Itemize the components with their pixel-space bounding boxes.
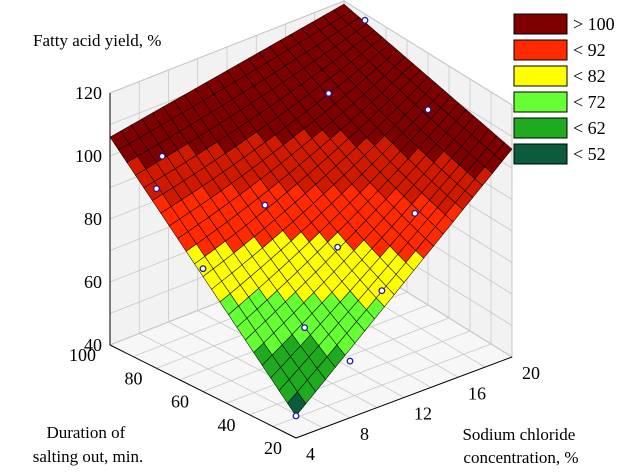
x-axis-line [295, 356, 513, 439]
observed-point [424, 106, 432, 114]
surface-cell [109, 130, 130, 151]
legend-swatch [513, 143, 568, 165]
observed-point [158, 152, 166, 160]
legend-label: < 92 [573, 40, 606, 60]
y-tick-label: 80 [125, 368, 143, 388]
z-axis-title: Fatty acid yield, % [33, 31, 161, 50]
observed-point [361, 16, 369, 24]
observed-point [378, 287, 386, 295]
y-axis-title: Duration of salting out, min. [33, 423, 144, 466]
legend-swatch [513, 91, 568, 113]
legend-swatch [513, 65, 568, 87]
observed-point [292, 412, 300, 420]
tick-labels: 40 60 80 100 120 20 40 60 80 100 4 8 12 16 20 [69, 83, 540, 464]
y-axis-line [109, 344, 297, 439]
x-tick-label: 8 [360, 424, 369, 444]
legend-label: > 100 [573, 14, 615, 34]
observed-point [346, 357, 354, 365]
x-axis-title-line-1: Sodium chloride [462, 425, 575, 444]
legend-swatch [513, 117, 568, 139]
z-tick-label: 60 [84, 272, 102, 292]
x-tick-label: 16 [468, 383, 486, 403]
z-tick-label: 100 [75, 146, 102, 166]
legend-swatch [513, 39, 568, 61]
observed-point [411, 209, 419, 217]
y-tick-label: 20 [264, 438, 282, 458]
y-axis-title-line-1: Duration of [46, 423, 125, 442]
observed-point [325, 89, 333, 97]
x-axis-title: Sodium chloride concentration, % [462, 425, 579, 467]
observed-point [261, 201, 269, 209]
gridline-floor [272, 343, 492, 427]
z-tick-label: 80 [84, 209, 102, 229]
legend-label: < 62 [573, 118, 606, 138]
z-tick-label: 120 [75, 83, 102, 103]
legend-label: < 52 [573, 144, 606, 164]
legend-swatch [513, 13, 568, 35]
y-tick-label: 60 [171, 392, 189, 412]
x-tick-label: 4 [306, 444, 315, 464]
x-tick-label: 20 [522, 363, 540, 383]
observed-points [153, 16, 432, 420]
y-tick-label: 100 [69, 345, 96, 365]
x-tick-label: 12 [414, 404, 432, 424]
legend-label: < 82 [573, 66, 606, 86]
observed-point [199, 265, 207, 273]
legend-label: < 72 [573, 92, 606, 112]
observed-point [301, 324, 309, 332]
y-axis-title-line-2: salting out, min. [33, 447, 144, 466]
axis-lines [109, 93, 513, 439]
x-axis-title-line-2: concentration, % [463, 448, 578, 467]
response-surface [109, 3, 513, 417]
observed-point [334, 243, 342, 251]
z-tick-label: 40 [84, 335, 102, 355]
legend: > 100 < 92 < 82 < 72 < 62 < 52 [513, 13, 615, 165]
observed-point [153, 185, 160, 193]
y-tick-label: 40 [218, 415, 236, 435]
